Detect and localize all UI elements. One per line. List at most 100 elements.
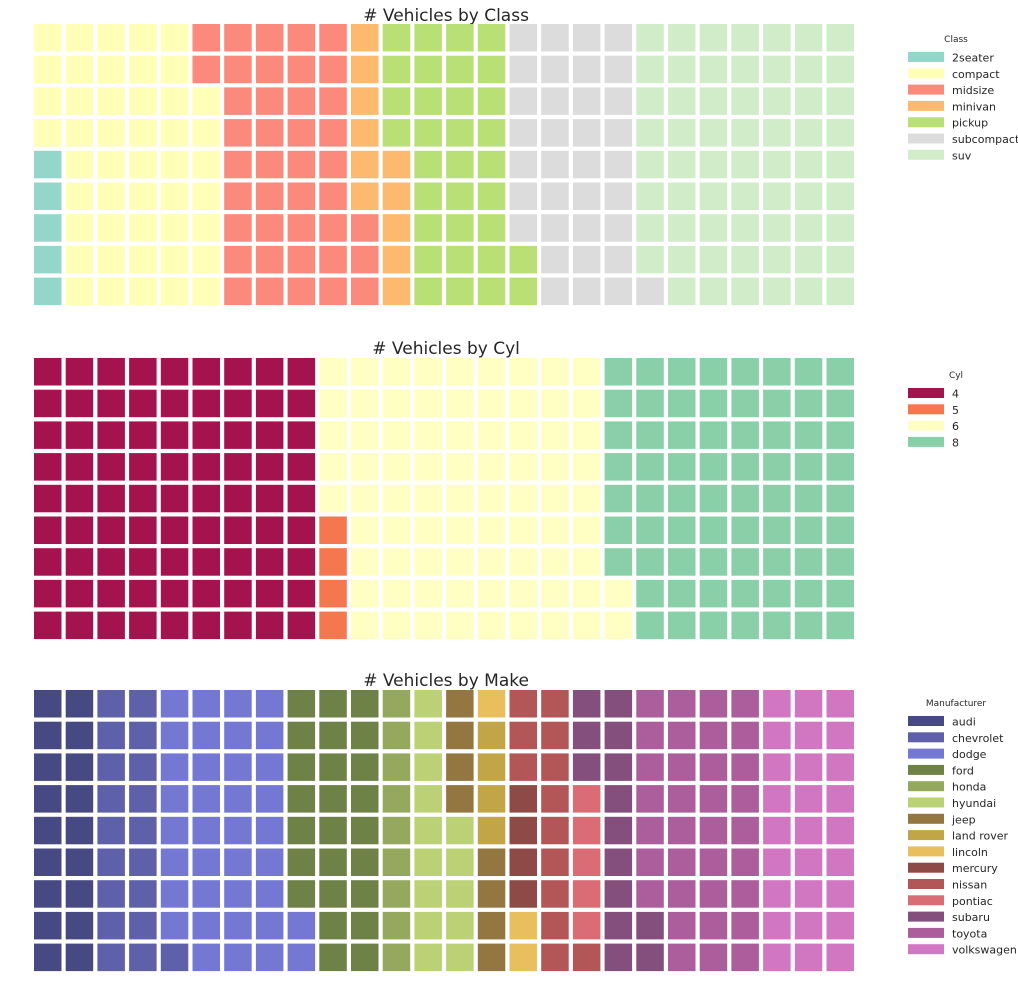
waffle-cell-volkswagen — [794, 721, 823, 750]
waffle-cell-4 — [192, 484, 220, 513]
legend-swatch — [908, 748, 944, 759]
waffle-cell-toyota — [636, 721, 664, 750]
waffle-cell-4 — [129, 611, 157, 640]
waffle-cell-6 — [541, 611, 569, 640]
waffle-cell-pickup — [446, 277, 474, 306]
waffle-cell-volkswagen — [794, 753, 823, 781]
waffle-cell-pickup — [446, 87, 474, 115]
waffle-cell-pontiac — [572, 911, 601, 940]
waffle-cell-8 — [826, 421, 854, 449]
waffle-cell-midsize — [255, 245, 284, 274]
waffle-cell-8 — [731, 484, 759, 513]
waffle-cell-dodge — [224, 753, 252, 781]
waffle-cell-volkswagen — [794, 880, 823, 908]
waffle-cell-subcompact — [572, 119, 601, 147]
waffle-cell-pontiac — [572, 816, 601, 845]
legend-label: audi — [952, 716, 976, 729]
waffle-cell-4 — [129, 484, 157, 513]
waffle-cell-land-rover — [477, 785, 506, 813]
waffle-cell-hyundai — [446, 816, 474, 845]
waffle-cell-4 — [255, 516, 284, 544]
waffle-cell-4 — [287, 421, 316, 449]
waffle-cell-suv — [794, 55, 823, 84]
waffle-cell-midsize — [287, 214, 316, 242]
waffle-cell-4 — [224, 421, 252, 449]
waffle-cell-compact — [129, 150, 157, 179]
waffle-cell-toyota — [731, 943, 759, 972]
waffle-cell-pickup — [477, 87, 506, 115]
waffle-cell-suv — [699, 182, 728, 210]
waffle-cell-subaru — [572, 753, 601, 781]
waffle-cell-4 — [160, 358, 189, 386]
waffle-cell-4 — [160, 548, 189, 576]
waffle-cell-nissan — [541, 848, 569, 876]
waffle-cell-midsize — [224, 245, 252, 274]
waffle-cell-ford — [351, 690, 379, 718]
waffle-cell-nissan — [541, 880, 569, 908]
waffle-cell-volkswagen — [794, 785, 823, 813]
waffle-cell-2seater — [34, 182, 62, 210]
waffle-cell-volkswagen — [826, 911, 854, 940]
waffle-cell-volkswagen — [826, 785, 854, 813]
waffle-cell-8 — [826, 484, 854, 513]
waffle-cell-compact — [192, 87, 220, 115]
waffle-cell-toyota — [636, 880, 664, 908]
waffle-cell-midsize — [351, 245, 379, 274]
waffle-cell-compact — [97, 150, 125, 179]
waffle-cell-toyota — [668, 721, 696, 750]
waffle-cell-6 — [541, 453, 569, 481]
waffle-cell-8 — [794, 453, 823, 481]
waffle-cell-4 — [34, 421, 62, 449]
waffle-cell-6 — [319, 389, 347, 418]
waffle-cell-suv — [668, 277, 696, 306]
waffle-cell-midsize — [255, 55, 284, 84]
legend-label: mercury — [952, 862, 998, 875]
waffle-cell-compact — [97, 119, 125, 147]
waffle-cell-pickup — [509, 277, 537, 306]
waffle-cell-4 — [287, 548, 316, 576]
waffle-cell-suv — [731, 24, 759, 52]
waffle-cell-midsize — [224, 150, 252, 179]
legend-label: chevrolet — [952, 732, 1004, 745]
waffle-cell-8 — [826, 358, 854, 386]
legend-title: Manufacturer — [926, 699, 987, 709]
waffle-cell-midsize — [255, 182, 284, 210]
waffle-cell-suv — [763, 214, 791, 242]
waffle-cell-8 — [699, 453, 728, 481]
waffle-cell-8 — [636, 516, 664, 544]
waffle-cell-subaru — [604, 753, 633, 781]
waffle-cell-pickup — [477, 277, 506, 306]
waffle-cell-subcompact — [541, 214, 569, 242]
waffle-cell-minivan — [382, 245, 411, 274]
waffle-cell-subaru — [604, 721, 633, 750]
waffle-cell-dodge — [160, 816, 189, 845]
waffle-cell-compact — [65, 245, 94, 274]
waffle-cell-4 — [224, 453, 252, 481]
waffle-cell-subaru — [604, 848, 633, 876]
waffle-cell-5 — [319, 611, 347, 640]
waffle-cell-8 — [604, 453, 633, 481]
waffle-cell-4 — [97, 453, 125, 481]
waffle-cell-suv — [826, 245, 854, 274]
waffle-cell-midsize — [255, 87, 284, 115]
waffle-cell-suv — [731, 55, 759, 84]
waffle-cell-volkswagen — [826, 848, 854, 876]
waffle-cell-subcompact — [604, 24, 633, 52]
waffle-cell-nissan — [541, 943, 569, 972]
waffle-cell-6 — [351, 358, 379, 386]
waffle-cell-4 — [97, 516, 125, 544]
waffle-cell-dodge — [224, 848, 252, 876]
waffle-cell-midsize — [319, 55, 347, 84]
waffle-cell-volkswagen — [794, 943, 823, 972]
waffle-cell-ford — [319, 848, 347, 876]
waffle-cell-land-rover — [477, 816, 506, 845]
waffle-cell-6 — [477, 516, 506, 544]
waffle-cell-compact — [160, 214, 189, 242]
waffle-cell-midsize — [319, 150, 347, 179]
waffle-cell-chevrolet — [97, 785, 125, 813]
waffle-cell-4 — [255, 579, 284, 608]
legend-swatch — [908, 117, 944, 128]
waffle-cell-compact — [192, 245, 220, 274]
waffle-cell-6 — [446, 548, 474, 576]
waffle-cell-6 — [446, 516, 474, 544]
